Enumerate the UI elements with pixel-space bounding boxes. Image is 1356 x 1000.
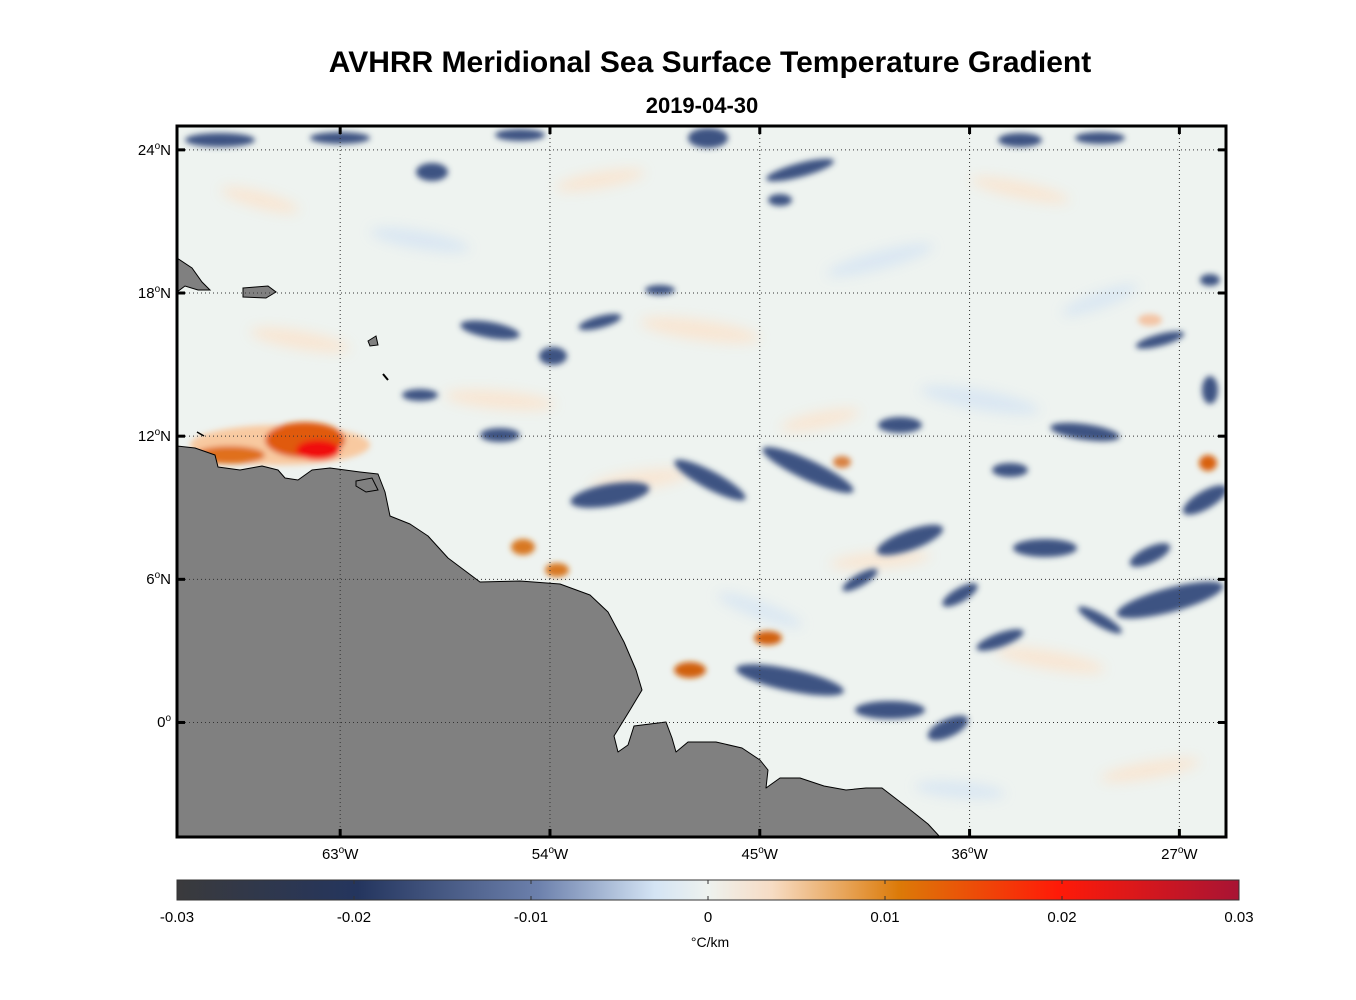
lat-label: 18oN — [137, 284, 171, 302]
lat-label: 0o — [157, 713, 171, 732]
land-mass — [177, 257, 941, 837]
map-frame — [175, 124, 1228, 839]
lat-label: 12oN — [137, 427, 171, 446]
colorbar-tick-label: 0.03 — [1224, 909, 1254, 926]
lon-label: 27oW — [1161, 845, 1198, 863]
lon-label: 63oW — [321, 845, 359, 863]
lat-label: 24oN — [137, 140, 171, 159]
colorbar-tick-label: 0.01 — [870, 909, 900, 926]
lat-label: 6oN — [146, 570, 171, 589]
map-title: AVHRR Meridional Sea Surface Temperature… — [328, 46, 1092, 79]
colorbar-tick-label: 0 — [703, 909, 713, 926]
ocean-field — [177, 126, 1226, 837]
lon-label: 36oW — [951, 845, 988, 863]
colorbar-ticks — [176, 880, 1240, 900]
colorbar-unit: °C/km — [690, 934, 730, 950]
map-date: 2019-04-30 — [645, 93, 759, 118]
colorbar-tick-label: -0.02 — [336, 909, 372, 926]
graticule — [177, 126, 1226, 837]
lon-label: 45oW — [741, 845, 778, 863]
colorbar-tick-label: -0.03 — [159, 909, 195, 926]
colorbar-tick-label: -0.01 — [513, 909, 549, 926]
colorbar-tick-label: 0.02 — [1047, 909, 1077, 926]
lon-label: 54oW — [531, 845, 569, 863]
